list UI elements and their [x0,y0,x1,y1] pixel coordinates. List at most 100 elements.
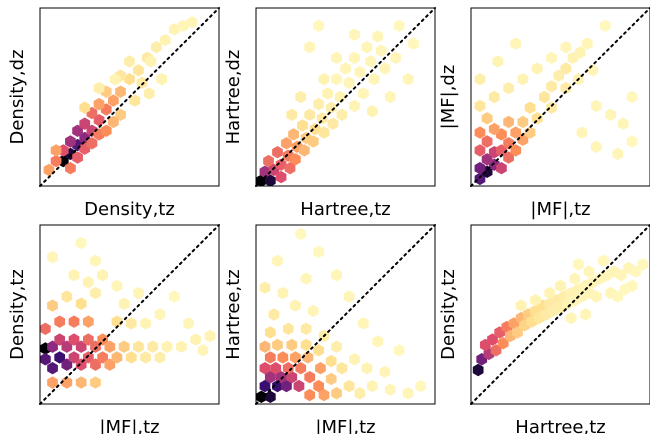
hexbin-cell [79,117,91,130]
hexbin-cell [47,340,58,353]
hexbin-cell [90,358,101,371]
hexbin-cell [531,112,543,125]
hexbin-cell [590,99,602,113]
hexbin-cell [517,133,529,146]
hexbin-cell [82,315,94,328]
hexbin-cells [256,19,419,186]
hexbin-cell [531,62,543,75]
hexbin-cell [474,73,486,86]
hexbin-cells [40,236,216,389]
hexbin-cell [307,304,319,318]
hexbin-cell [605,108,616,121]
hexbin-cell [368,73,380,86]
hexbin-cell [263,154,274,168]
hexbin-cell [275,370,287,384]
hexbin-cell [415,379,427,393]
hexbin-cell [300,272,312,285]
hexbin-cell [474,99,486,113]
hexbin-cell [272,338,283,352]
hexbin-cell [297,119,308,132]
hexbin-cell [281,137,292,150]
hexbin-cell [47,251,58,264]
axes-frame [39,7,220,187]
hexbin-cell [487,333,498,346]
hexbin-cell [75,236,87,250]
hexbin-cell [313,97,325,111]
hexbin-cell [286,108,298,121]
hexbin-cell [626,279,638,293]
hexbin-cell [124,73,135,86]
hexbin-cell [515,299,527,312]
hexbin-cell [177,19,189,32]
hexbin-cell [331,51,342,65]
hexbin-cell [626,90,638,104]
hexbin-cell [544,286,556,300]
x-axis-label: |MF|,tz [530,199,590,220]
hexbin-cell [524,101,536,114]
hexbin-cell [336,362,348,375]
hexbin-cell [573,258,584,271]
x-axis-label: Hartree,tz [515,417,605,434]
hexbin-cell [302,351,314,364]
x-axis-label: |MF|,tz [99,417,159,434]
hexbin-cell [82,276,94,289]
identity-line [39,224,220,405]
hexbin-cell [79,101,91,114]
hexbin-cell [282,322,294,336]
hexbin-cell [365,55,376,68]
x-axis-label: Density,tz [84,199,175,220]
axes-frame [470,224,650,405]
hexbin-cell [474,172,486,186]
hexbin-cell [322,87,333,100]
hexbin-cells [43,16,198,177]
hexbin-panel-6: Hartree,tz Density,tz [438,224,650,434]
hexbin-cell [270,362,282,375]
hexbin-cell [108,115,119,129]
hexbin-cell [390,51,401,65]
hexbin-cell [517,73,529,86]
hexbin-cell [379,365,391,378]
y-axis-label: Hartree,dz [223,50,244,145]
hexbin-cell [176,340,187,353]
hexbin-cell [304,40,316,54]
hexbin-cell [264,174,276,186]
hexbin-cell [259,379,271,393]
identity-line [255,224,436,405]
hexbin-cell [259,165,271,178]
hexbin-cell [590,140,602,154]
hexbin-cell [503,151,514,164]
hexbin-cell [86,137,98,150]
hexbin-cell [358,87,369,100]
hexbin-cell [474,144,486,157]
hexbin-cell [277,286,289,300]
hexbin-cell [140,351,151,364]
hexbin-cell [259,340,271,353]
hexbin-cell [331,387,342,400]
hexbin-cell [54,351,66,364]
hexbin-cell [488,90,500,104]
hexbin-cell [325,101,337,114]
hexbin-cell [560,40,572,54]
hexbin-cell [354,65,366,79]
hexbin-cell [100,124,112,138]
hexbin-cell [496,162,507,175]
hexbin-cell [90,340,101,353]
hexbin-cell [293,379,305,393]
hexbin-cell [496,144,507,157]
hexbin-cell [304,370,316,384]
hexbin-cell [313,19,325,32]
hexbin-cell [555,279,566,293]
hexbin-cell [615,268,627,282]
hexbin-cell [68,351,80,364]
y-axis-label: Density,tz [7,269,28,360]
axes-frame [470,7,650,187]
hexbin-cell [481,135,493,148]
hexbin-cell [115,108,126,121]
hexbin-cell [384,383,396,396]
hexbin-cell [90,286,101,300]
hexbin-panel-5: |MF|,tz Hartree,tz [223,224,436,434]
hexbin-cell [590,290,602,303]
hexbin-cell [133,340,144,353]
hexbin-cell [272,254,283,267]
hexbin-cell [546,101,557,114]
